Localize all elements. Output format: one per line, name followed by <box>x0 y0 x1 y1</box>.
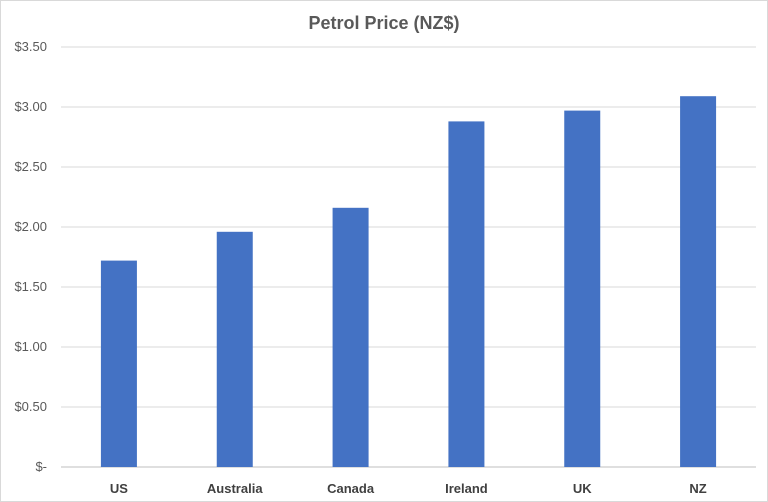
bar <box>564 110 601 467</box>
bar <box>680 96 717 467</box>
x-tick-label: Ireland <box>445 481 488 496</box>
bar <box>448 121 485 468</box>
x-tick-label: Australia <box>207 481 263 496</box>
x-tick-label: Canada <box>327 481 375 496</box>
y-tick-label: $1.00 <box>14 339 47 354</box>
y-tick-label: $2.50 <box>14 159 47 174</box>
chart-title: Petrol Price (NZ$) <box>308 13 460 33</box>
y-tick-label: $0.50 <box>14 399 47 414</box>
bar <box>100 260 137 467</box>
x-tick-label: UK <box>573 481 592 496</box>
bar <box>332 207 369 468</box>
y-tick-label: $- <box>35 459 47 474</box>
y-tick-label: $3.00 <box>14 99 47 114</box>
bar <box>216 231 253 467</box>
y-tick-label: $2.00 <box>14 219 47 234</box>
x-tick-label: US <box>110 481 128 496</box>
x-tick-label: NZ <box>689 481 706 496</box>
y-tick-label: $3.50 <box>14 39 47 54</box>
y-tick-label: $1.50 <box>14 279 47 294</box>
